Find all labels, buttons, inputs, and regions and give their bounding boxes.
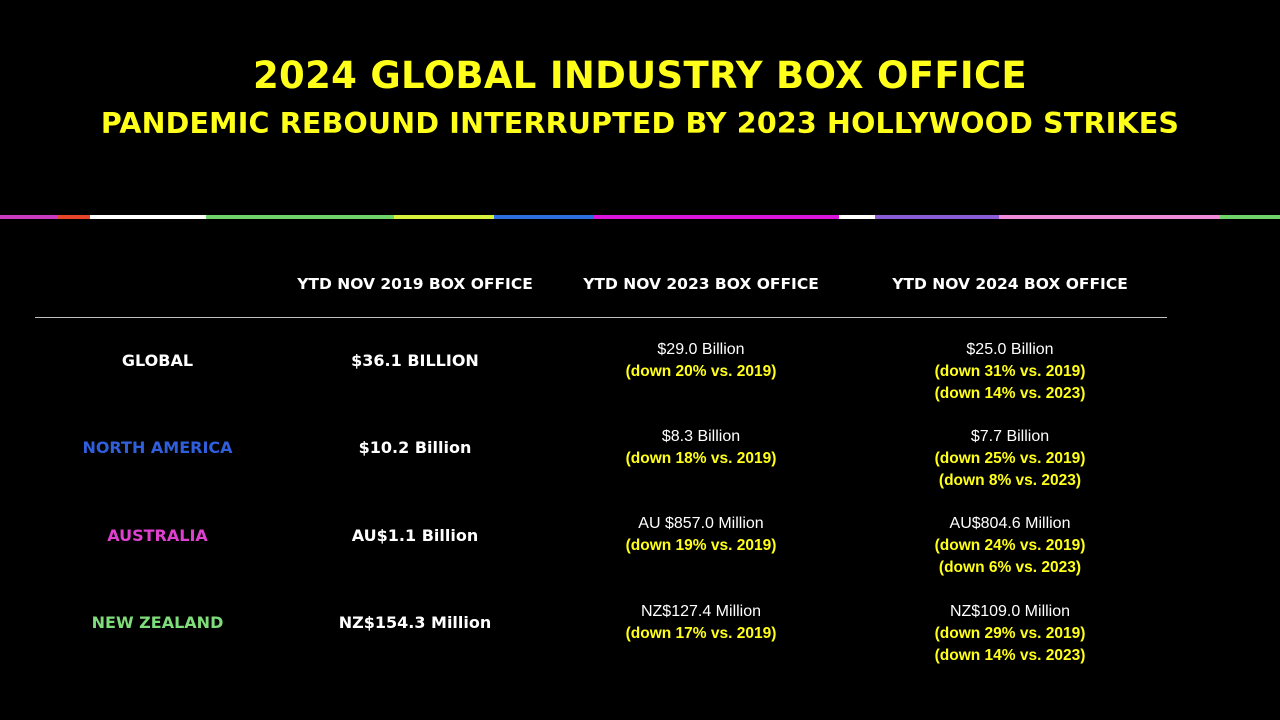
value-2023-north-america: $8.3 Billion <box>661 428 741 445</box>
cell-2024-global: $25.0 Billion (down 31% vs. 2019) (down … <box>870 339 1150 405</box>
value-2023-australia: AU $857.0 Million <box>638 515 764 532</box>
color-stripe-segment <box>494 215 594 219</box>
value-2019-north-america: $10.2 Billion <box>358 438 472 457</box>
color-stripe-segment <box>0 215 58 219</box>
row-label-global: GLOBAL <box>121 351 194 370</box>
row-label-australia: AUSTRALIA <box>107 526 208 545</box>
change-2024-vs-2023-australia: (down 6% vs. 2023) <box>938 559 1082 576</box>
color-stripe-segment <box>90 215 206 219</box>
value-2023-global: $29.0 Billion <box>657 341 745 358</box>
value-2024-global: $25.0 Billion <box>966 341 1054 358</box>
color-stripe-segment <box>58 215 90 219</box>
value-2024-new-zealand: NZ$109.0 Million <box>949 603 1071 620</box>
change-2023-vs-2019-north-america: (down 18% vs. 2019) <box>625 450 777 467</box>
row-label-new-zealand: NEW ZEALAND <box>91 613 224 632</box>
row-label-north-america: NORTH AMERICA <box>82 438 233 457</box>
color-stripe-segment <box>875 215 999 219</box>
change-2024-vs-2019-global: (down 31% vs. 2019) <box>934 363 1086 380</box>
change-2024-vs-2019-north-america: (down 25% vs. 2019) <box>934 450 1086 467</box>
color-stripe-segment <box>394 215 494 219</box>
column-header-2019: YTD NOV 2019 BOX OFFICE <box>297 275 533 293</box>
cell-2023-australia: AU $857.0 Million (down 19% vs. 2019) <box>560 513 842 557</box>
value-2024-australia: AU$804.6 Million <box>949 515 1071 532</box>
color-stripe-segment <box>594 215 839 219</box>
color-stripe-segment <box>206 215 394 219</box>
color-stripe-segment <box>999 215 1220 219</box>
change-2024-vs-2019-australia: (down 24% vs. 2019) <box>934 537 1086 554</box>
change-2024-vs-2019-new-zealand: (down 29% vs. 2019) <box>934 625 1086 642</box>
color-stripe-segment <box>839 215 875 219</box>
value-2024-north-america: $7.7 Billion <box>970 428 1050 445</box>
change-2024-vs-2023-north-america: (down 8% vs. 2023) <box>938 472 1082 489</box>
value-2019-global: $36.1 BILLION <box>351 351 479 370</box>
value-2023-new-zealand: NZ$127.4 Million <box>640 603 762 620</box>
color-stripe-segment <box>1220 215 1280 219</box>
value-2019-new-zealand: NZ$154.3 Million <box>338 613 492 632</box>
column-header-2023: YTD NOV 2023 BOX OFFICE <box>583 275 819 293</box>
change-2023-vs-2019-australia: (down 19% vs. 2019) <box>625 537 777 554</box>
header-divider <box>35 317 1167 318</box>
cell-2024-australia: AU$804.6 Million (down 24% vs. 2019) (do… <box>870 513 1150 579</box>
change-2023-vs-2019-global: (down 20% vs. 2019) <box>625 363 777 380</box>
cell-2024-north-america: $7.7 Billion (down 25% vs. 2019) (down 8… <box>870 426 1150 492</box>
page-title: 2024 GLOBAL INDUSTRY BOX OFFICE <box>253 54 1027 97</box>
page-subtitle: PANDEMIC REBOUND INTERRUPTED BY 2023 HOL… <box>100 107 1180 140</box>
value-2019-australia: AU$1.1 Billion <box>351 526 479 545</box>
cell-2024-new-zealand: NZ$109.0 Million (down 29% vs. 2019) (do… <box>870 601 1150 667</box>
change-2023-vs-2019-new-zealand: (down 17% vs. 2019) <box>625 625 777 642</box>
change-2024-vs-2023-global: (down 14% vs. 2023) <box>934 385 1086 402</box>
color-stripe-divider <box>0 215 1280 219</box>
title-block: 2024 GLOBAL INDUSTRY BOX OFFICE PANDEMIC… <box>0 52 1280 148</box>
column-header-2024: YTD NOV 2024 BOX OFFICE <box>892 275 1128 293</box>
cell-2023-global: $29.0 Billion (down 20% vs. 2019) <box>560 339 842 383</box>
change-2024-vs-2023-new-zealand: (down 14% vs. 2023) <box>934 647 1086 664</box>
cell-2023-north-america: $8.3 Billion (down 18% vs. 2019) <box>560 426 842 470</box>
cell-2023-new-zealand: NZ$127.4 Million (down 17% vs. 2019) <box>560 601 842 645</box>
